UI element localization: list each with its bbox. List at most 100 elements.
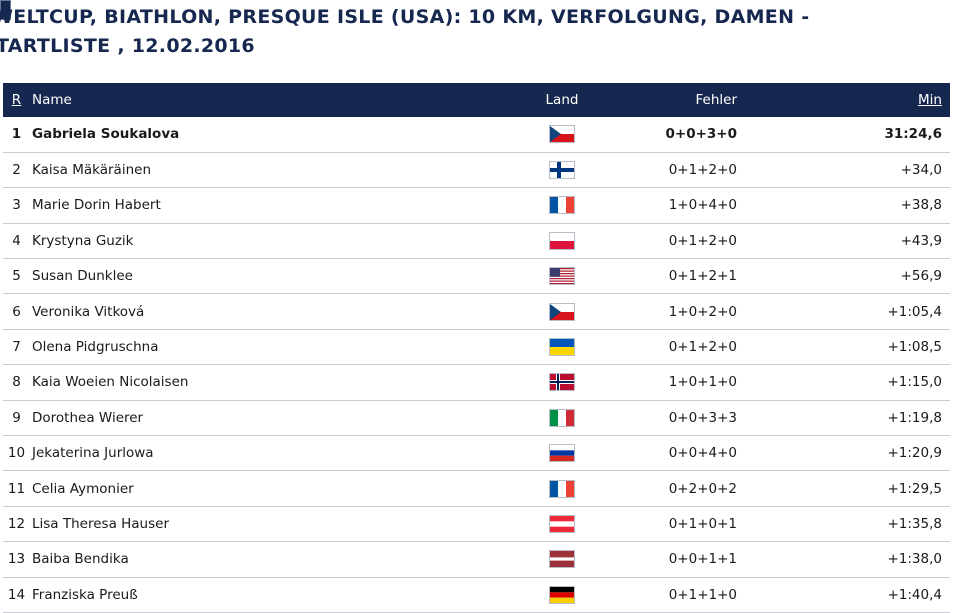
shooting-errors: 0+0+4+0 <box>668 445 737 462</box>
athlete-name[interactable]: Susan Dunklee <box>32 268 133 285</box>
time-cell: +1:35,8 <box>887 515 942 532</box>
shooting-errors: 0+1+2+0 <box>668 162 737 179</box>
country-cell <box>502 436 622 471</box>
table-row[interactable]: 2 Kaisa Mäkäräinen 0+1+2+0 +34,0 <box>3 152 950 188</box>
column-header-name[interactable]: Name <box>32 92 72 108</box>
rank-cell: 5 <box>12 268 21 285</box>
column-header-land[interactable]: Land <box>545 92 579 108</box>
rank-cell: 10 <box>7 445 26 462</box>
page-title-line-2: STARTLISTE , 12.02.2016 <box>0 35 255 57</box>
column-header-fehler[interactable]: Fehler <box>695 92 738 108</box>
time-cell: +1:40,4 <box>887 586 942 603</box>
rank-cell: 8 <box>12 374 21 391</box>
rank-cell: 14 <box>7 586 26 603</box>
time-cell: +1:19,8 <box>887 409 942 426</box>
results-table: R Name Land Fehler Min 1 Gabriela Soukalo… <box>3 83 950 613</box>
table-row[interactable]: 7 Olena Pidgruschna 0+1+2+0 +1:08,5 <box>3 329 950 365</box>
country-cell <box>502 152 622 187</box>
page-title-line-1: WELTCUP, BIATHLON, PRESQUE ISLE (USA): 1… <box>0 6 810 28</box>
athlete-name[interactable]: Baiba Bendika <box>32 551 129 568</box>
table-header-row: R Name Land Fehler Min <box>3 83 950 117</box>
rank-cell: 9 <box>12 409 21 426</box>
athlete-name[interactable]: Jekaterina Jurlowa <box>32 445 154 462</box>
table-row[interactable]: 14 Franziska Preuß 0+1+1+0 +1:40,4 <box>3 577 950 613</box>
cze-flag-icon <box>550 303 574 320</box>
rank-cell: 12 <box>7 515 26 532</box>
ita-flag-icon <box>550 409 574 426</box>
shooting-errors: 0+1+1+0 <box>668 586 737 603</box>
time-cell: +34,0 <box>900 162 942 179</box>
fin-flag-icon <box>550 162 574 179</box>
athlete-name[interactable]: Marie Dorin Habert <box>32 197 161 214</box>
athlete-name[interactable]: Dorothea Wierer <box>32 409 144 426</box>
time-cell: +1:15,0 <box>887 374 942 391</box>
aut-flag-icon <box>550 515 574 532</box>
athlete-name[interactable]: Celia Aymonier <box>32 480 134 497</box>
table-row[interactable]: 3 Marie Dorin Habert 1+0+4+0 +38,8 <box>3 188 950 224</box>
time-cell: 31:24,6 <box>884 126 943 143</box>
country-cell <box>502 223 622 258</box>
table-row[interactable]: 1 Gabriela Soukalova 0+0+3+0 31:24,6 <box>3 117 950 153</box>
country-cell <box>502 400 622 435</box>
rank-cell: 11 <box>7 480 26 497</box>
ger-flag-icon <box>550 586 574 603</box>
time-cell: +1:29,5 <box>887 480 942 497</box>
table-row[interactable]: 9 Dorothea Wierer 0+0+3+3 +1:19,8 <box>3 400 950 436</box>
athlete-name[interactable]: Lisa Theresa Hauser <box>32 515 170 532</box>
country-cell <box>502 259 622 294</box>
shooting-errors: 0+0+1+1 <box>668 551 737 568</box>
fra-flag-icon <box>550 197 574 214</box>
table-row[interactable]: 4 Krystyna Guzik 0+1+2+0 +43,9 <box>3 223 950 259</box>
rank-cell: 3 <box>12 197 21 214</box>
time-cell: +56,9 <box>900 268 942 285</box>
shooting-errors: 0+1+2+0 <box>668 339 737 356</box>
rank-cell: 13 <box>7 551 26 568</box>
athlete-name[interactable]: Kaisa Mäkäräinen <box>32 162 152 179</box>
nor-flag-icon <box>550 374 574 391</box>
shooting-errors: 0+0+3+3 <box>668 409 737 426</box>
time-cell: +1:38,0 <box>887 551 942 568</box>
country-cell <box>502 117 622 152</box>
time-cell: +43,9 <box>900 232 942 249</box>
country-cell <box>502 188 622 223</box>
country-cell <box>502 365 622 400</box>
rank-cell: 4 <box>12 232 21 249</box>
country-cell <box>502 542 622 577</box>
time-cell: +38,8 <box>900 197 942 214</box>
column-header-min[interactable]: Min <box>918 92 942 108</box>
usa-flag-icon <box>550 268 574 285</box>
rus-flag-icon <box>550 445 574 462</box>
table-row[interactable]: 13 Baiba Bendika 0+0+1+1 +1:38,0 <box>3 542 950 578</box>
rank-cell: 2 <box>12 162 21 179</box>
cze-flag-icon <box>550 126 574 143</box>
athlete-name[interactable]: Kaia Woeien Nicolaisen <box>32 374 189 391</box>
shooting-errors: 0+1+0+1 <box>668 515 737 532</box>
shooting-errors: 0+2+0+2 <box>668 480 737 497</box>
athlete-name[interactable]: Olena Pidgruschna <box>32 339 159 356</box>
athlete-name[interactable]: Franziska Preuß <box>32 586 138 603</box>
shooting-errors: 1+0+1+0 <box>668 374 737 391</box>
athlete-name[interactable]: Krystyna Guzik <box>32 232 134 249</box>
country-cell <box>502 329 622 364</box>
time-cell: +1:08,5 <box>887 339 942 356</box>
shooting-errors: 0+1+2+0 <box>668 232 737 249</box>
table-row[interactable]: 8 Kaia Woeien Nicolaisen 1+0+1+0 +1:15,0 <box>3 365 950 401</box>
table-row[interactable]: 6 Veronika Vitková 1+0+2+0 +1:05,4 <box>3 294 950 330</box>
rank-cell: 1 <box>11 126 22 143</box>
page-title: WELTCUP, BIATHLON, PRESQUE ISLE (USA): 1… <box>0 4 953 64</box>
table-row[interactable]: 11 Celia Aymonier 0+2+0+2 +1:29,5 <box>3 471 950 507</box>
country-cell <box>502 577 622 612</box>
athlete-name[interactable]: Veronika Vitková <box>32 303 145 320</box>
table-row[interactable]: 5 Susan Dunklee 0+1+2+1 +56,9 <box>3 259 950 294</box>
rank-cell: 6 <box>12 303 21 320</box>
country-cell <box>502 506 622 541</box>
table-row[interactable]: 12 Lisa Theresa Hauser 0+1+0+1 +1:35,8 <box>3 506 950 542</box>
fra-flag-icon <box>550 480 574 497</box>
country-cell <box>502 471 622 506</box>
lat-flag-icon <box>550 551 574 568</box>
time-cell: +1:05,4 <box>887 303 942 320</box>
athlete-name[interactable]: Gabriela Soukalova <box>32 126 180 143</box>
table-row[interactable]: 10 Jekaterina Jurlowa 0+0+4+0 +1:20,9 <box>3 436 950 471</box>
shooting-errors: 0+1+2+1 <box>668 268 737 285</box>
column-header-rank[interactable]: R <box>11 92 22 108</box>
